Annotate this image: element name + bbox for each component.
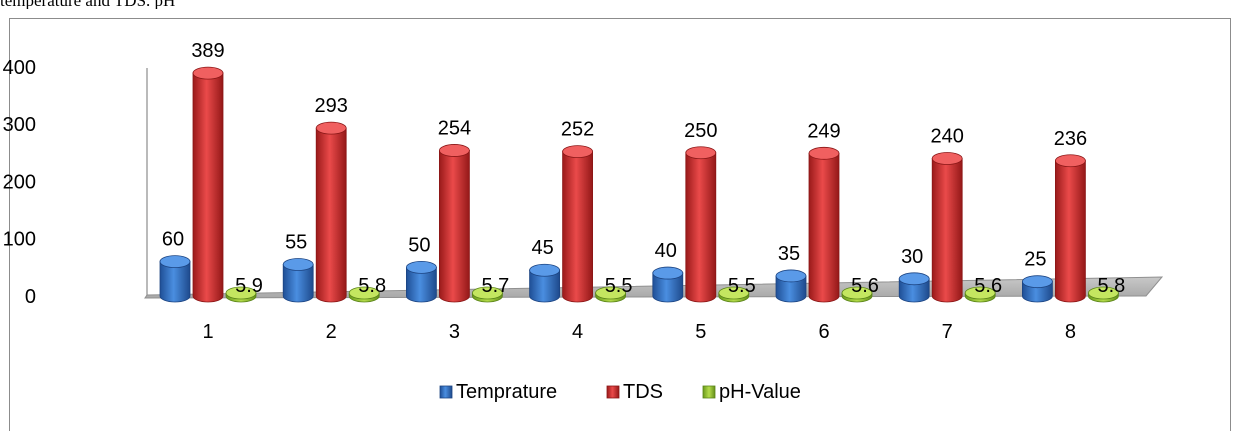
data-label: 250 (684, 120, 717, 142)
y-tick-label: 100 (3, 229, 36, 251)
data-label: 5.8 (1097, 275, 1125, 297)
bar-ph-value-4 (595, 286, 626, 303)
data-label: 50 (408, 234, 430, 256)
data-label: 240 (931, 125, 964, 147)
bar-tds-6 (808, 146, 840, 303)
bar-temprature-3 (405, 260, 437, 303)
data-label: 293 (315, 95, 348, 117)
bar-tds-7 (931, 152, 963, 303)
legend-label: TDS (623, 381, 663, 403)
data-label: 5.8 (358, 275, 386, 297)
data-label: 252 (561, 119, 594, 141)
data-label: 45 (531, 237, 553, 259)
data-label: 236 (1054, 128, 1087, 150)
bar-tds-8 (1055, 154, 1086, 303)
bar-tds-3 (438, 144, 470, 303)
data-label: 389 (191, 40, 224, 62)
data-label: 5.5 (605, 275, 633, 297)
x-tick-label: 8 (1065, 321, 1076, 343)
y-tick-label: 200 (3, 171, 36, 193)
y-tick-label: 0 (25, 286, 36, 308)
data-label: 25 (1024, 249, 1046, 271)
data-label: 249 (807, 120, 840, 142)
y-tick-label: 400 (3, 57, 36, 79)
bar-ph-value-2 (348, 286, 380, 303)
data-label: 254 (438, 117, 471, 139)
x-tick-label: 3 (449, 321, 460, 343)
bar-tds-1 (192, 66, 224, 303)
data-labels: 60 389 5.9 55 293 5.8 50 254 5.7 45 252 5.5 40 250 5.5… (162, 40, 1125, 297)
data-label: 5.7 (481, 275, 509, 297)
x-tick-label: 5 (695, 321, 706, 343)
bar-temprature-8 (1022, 275, 1053, 303)
bar-ph-value-5 (718, 286, 750, 303)
data-label: 5.5 (728, 275, 756, 297)
legend-label: Temprature (456, 381, 557, 403)
legend-swatch (439, 385, 453, 399)
bars (159, 66, 1119, 303)
data-label: 5.6 (851, 275, 879, 297)
legend-item-tds: TDS (606, 381, 663, 403)
bar-tds-2 (315, 121, 347, 303)
data-label: 5.9 (235, 275, 263, 297)
data-label: 40 (655, 240, 677, 262)
x-tick-label: 4 (572, 321, 583, 343)
bar-ph-value-8 (1088, 286, 1119, 303)
bar-tds-5 (685, 146, 717, 303)
legend-item-ph-value: pH-Value (702, 381, 801, 403)
data-label: 55 (285, 231, 307, 253)
bar-temprature-6 (775, 269, 807, 303)
data-label: 60 (162, 229, 184, 251)
bar-temprature-2 (282, 258, 314, 303)
data-label: 35 (778, 243, 800, 265)
x-tick-label: 2 (326, 321, 337, 343)
bar-temprature-1 (159, 255, 191, 303)
data-label: 30 (901, 246, 923, 268)
y-tick-label: 300 (3, 114, 36, 136)
legend-label: pH-Value (719, 381, 801, 403)
bar-ph-value-3 (471, 286, 503, 303)
bar-temprature-5 (652, 266, 684, 303)
x-tick-label: 7 (942, 321, 953, 343)
bar-ph-value-7 (964, 286, 996, 303)
x-tick-label: 6 (818, 321, 829, 343)
bar-temprature-4 (529, 263, 560, 303)
legend-swatch (702, 385, 716, 399)
data-label: 5.6 (974, 275, 1002, 297)
legend: Temprature TDS pH-Value (439, 381, 801, 403)
caption-fragment: temperature and TDS. pH (0, 0, 1241, 9)
bar-ph-value-6 (841, 286, 873, 303)
x-tick-label: 1 (202, 321, 213, 343)
legend-item-temprature: Temprature (439, 381, 557, 403)
chart-frame (9, 18, 1231, 431)
legend-swatch (606, 385, 620, 399)
bar-ph-value-1 (225, 286, 257, 303)
bar-temprature-7 (898, 272, 930, 303)
bar-tds-4 (562, 145, 593, 303)
